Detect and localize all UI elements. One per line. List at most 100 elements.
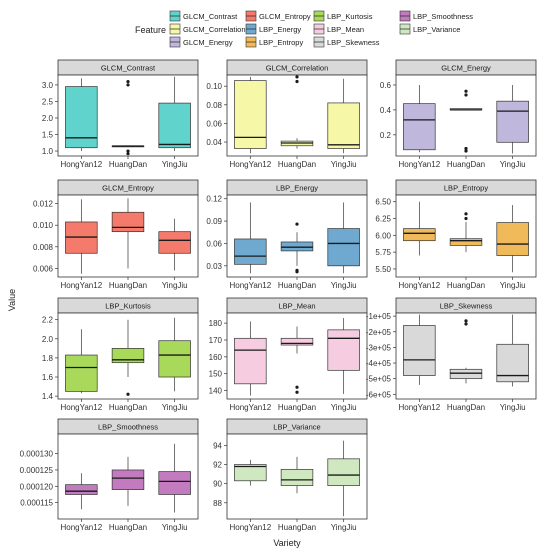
legend-item-lbp-kurtosis: LBP_Kurtosis: [313, 10, 373, 22]
facet-panel-glcm-entropy: GLCM_Entropy 0.006 0.008 0.010 0.012 HongYan1…: [33, 179, 199, 290]
y-tick-label: 0.08: [206, 101, 222, 110]
box-iqr: [158, 471, 191, 495]
legend-label: LBP_Mean: [327, 25, 364, 34]
box-iqr: [449, 238, 483, 246]
x-tick-label: HongYan12: [229, 160, 271, 169]
x-tick-label: YingJiu: [500, 160, 526, 169]
box-hongyan12: [234, 202, 267, 274]
box-hongyan12: [65, 329, 98, 394]
box-hongyan12: [403, 314, 436, 385]
box-huangdan: [449, 212, 483, 253]
x-tick-label: HongYan12: [60, 523, 102, 532]
x-tick-label: HongYan12: [229, 403, 271, 412]
legend-item-lbp-entropy: LBP_Entropy: [245, 36, 303, 48]
facet-title: GLCM_Correlation: [266, 64, 329, 73]
y-tick-label: 0.4: [380, 106, 392, 115]
box-iqr: [234, 337, 267, 385]
box-iqr: [65, 484, 98, 495]
x-tick-label: HongYan12: [229, 523, 271, 532]
box-iqr: [280, 468, 314, 486]
x-tick-label: HuangDan: [109, 403, 147, 412]
facet-title: LBP_Energy: [276, 184, 318, 193]
box-yingjiu: [158, 218, 191, 271]
y-tick-label: -4e+05: [366, 359, 392, 368]
facet-title: LBP_Mean: [278, 302, 315, 311]
legend-label: GLCM_Energy: [183, 38, 233, 47]
legend-item-lbp-energy: LBP_Energy: [245, 23, 301, 35]
facet-panel-lbp-entropy: LBP_Entropy 5.50 5.75 6.00 6.25 6.50 HongYan12…: [375, 179, 537, 290]
box-huangdan: [280, 222, 314, 274]
facet-title: GLCM_Contrast: [101, 64, 156, 73]
legend-item-lbp-variance: LBP_Variance: [399, 23, 460, 35]
facet-title: LBP_Skewness: [440, 302, 493, 311]
y-tick-label: 2.0: [42, 335, 54, 344]
x-tick-label: YingJiu: [162, 523, 188, 532]
y-tick-label: 170: [209, 336, 223, 345]
x-tick-label: HongYan12: [60, 403, 102, 412]
legend-label: GLCM_Entropy: [259, 12, 311, 21]
box-yingjiu: [158, 317, 191, 392]
box-yingjiu: [327, 318, 360, 394]
legend-item-glcm-contrast: GLCM_Contrast: [169, 10, 238, 22]
x-tick-label: HuangDan: [278, 523, 316, 532]
y-tick-label: 140: [209, 387, 223, 396]
y-tick-label: 0.006: [33, 264, 54, 273]
x-tick-label: HongYan12: [398, 403, 440, 412]
y-tick-label: 0.008: [33, 243, 54, 252]
legend-label: LBP_Variance: [413, 25, 460, 34]
facet-panel-glcm-energy: GLCM_Energy 0.2 0.4 0.6 HongYan12 HuangDan Yin…: [380, 59, 537, 169]
outlier-point: [126, 149, 130, 153]
y-tick-label: 0.012: [33, 200, 54, 209]
y-tick-label: 1.6: [42, 373, 54, 382]
outlier-point: [464, 89, 468, 93]
box-iqr: [234, 464, 267, 482]
y-tick-label: 90: [213, 480, 222, 489]
x-tick-label: HuangDan: [278, 403, 316, 412]
outlier-point: [295, 385, 299, 389]
legend-label: GLCM_Contrast: [183, 12, 238, 21]
y-tick-label: 0.000115: [20, 499, 53, 508]
box-huangdan: [280, 456, 314, 494]
outlier-point: [464, 319, 468, 323]
box-iqr: [158, 102, 191, 149]
outlier-point: [464, 149, 468, 153]
box-hongyan12: [65, 78, 98, 152]
y-tick-label: 92: [213, 461, 222, 470]
box-iqr: [234, 80, 267, 149]
box-yingjiu: [496, 314, 529, 387]
y-tick-label: 2.2: [42, 316, 54, 325]
box-iqr: [158, 231, 191, 254]
facet-panel-lbp-variance: LBP_Variance 88 90 92 94 HongYan12 HuangDan Yin…: [213, 418, 368, 532]
outlier-point: [295, 270, 299, 274]
x-tick-label: HongYan12: [398, 160, 440, 169]
legend-label: GLCM_Correlation: [183, 25, 246, 34]
y-tick-label: 150: [209, 370, 223, 379]
y-tick-label: 1.8: [42, 354, 54, 363]
y-tick-label: -3e+05: [366, 343, 392, 352]
y-tick-label: 160: [209, 353, 223, 362]
y-tick-label: 5.50: [375, 265, 391, 274]
y-tick-label: 1.0: [42, 147, 54, 156]
x-tick-label: YingJiu: [162, 160, 188, 169]
y-tick-label: 2.5: [42, 97, 54, 106]
y-tick-label: 2.0: [42, 114, 54, 123]
y-tick-label: 1.5: [42, 131, 54, 140]
legend-item-glcm-energy: GLCM_Energy: [169, 36, 233, 48]
y-tick-label: 6.50: [375, 198, 391, 207]
box-hongyan12: [234, 76, 267, 154]
box-iqr: [496, 222, 529, 256]
outlier-point: [126, 83, 130, 87]
facet-panel-lbp-skewness: LBP_Skewness -1e+05 -2e+05 -3e+05 -4e+05 -5e+…: [366, 297, 537, 412]
legend-item-glcm-entropy: GLCM_Entropy: [245, 10, 311, 22]
box-hongyan12: [403, 201, 436, 256]
legend-item-glcm-correlation: GLCM_Correlation: [169, 23, 246, 35]
outlier-point: [295, 390, 299, 394]
x-tick-label: HuangDan: [109, 523, 147, 532]
y-tick-label: 0.2: [380, 131, 392, 140]
box-huangdan: [280, 326, 314, 394]
facet-panels: GLCM_Contrast 1.0 1.5 2.0 2.5 3.0 HongYan12 Hua…: [20, 59, 537, 532]
box-iqr: [327, 228, 360, 267]
box-hongyan12: [65, 199, 98, 274]
y-tick-label: 0.010: [33, 221, 54, 230]
y-tick-label: 3.0: [42, 81, 54, 90]
